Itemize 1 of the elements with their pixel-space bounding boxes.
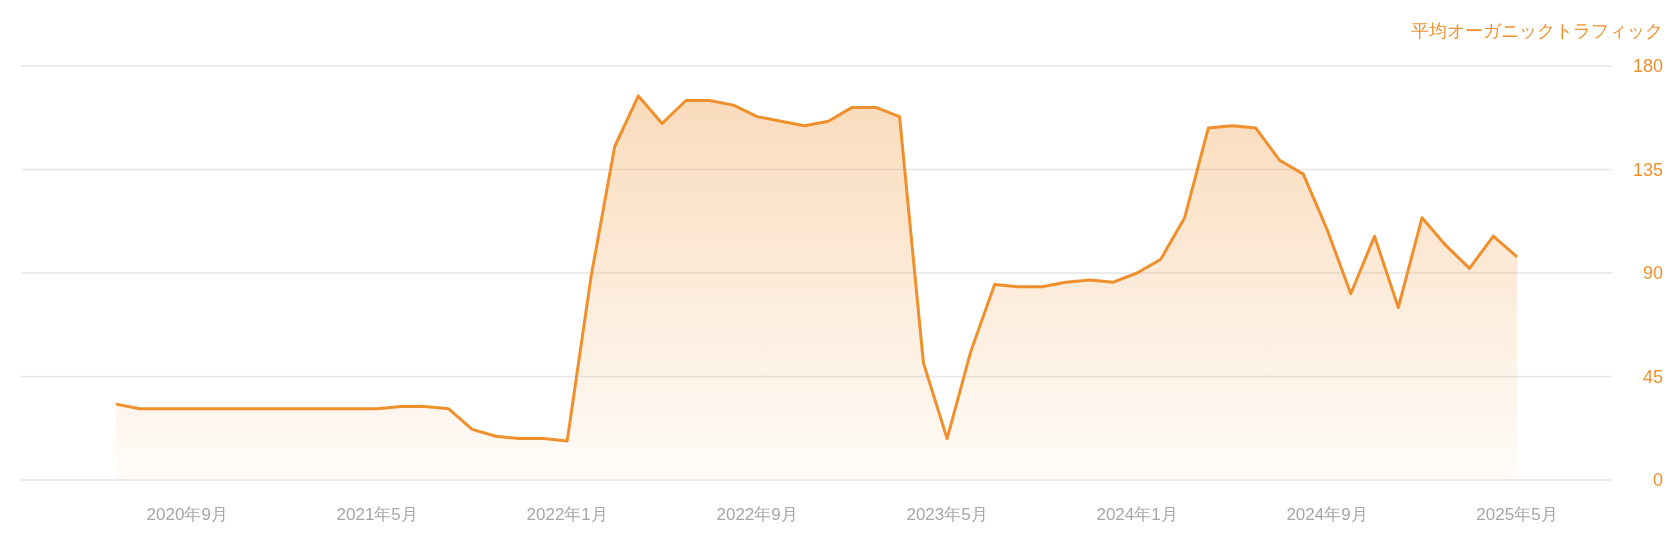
ylabel: 平均オーガニックトラフィック	[1411, 21, 1663, 41]
